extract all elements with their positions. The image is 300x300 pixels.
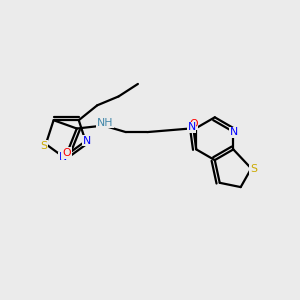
Text: N: N (59, 152, 67, 162)
Text: N: N (82, 136, 91, 146)
Text: S: S (250, 164, 257, 174)
Text: O: O (62, 148, 71, 158)
Text: NH: NH (97, 118, 113, 128)
Text: S: S (40, 141, 47, 151)
Text: O: O (189, 119, 198, 129)
Text: N: N (230, 128, 238, 137)
Text: N: N (188, 122, 196, 132)
